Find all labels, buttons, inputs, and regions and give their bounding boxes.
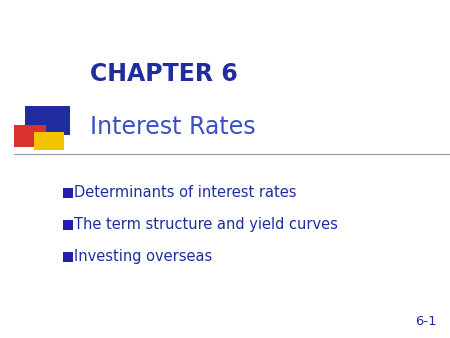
Bar: [63, 252, 73, 262]
Text: 6-1: 6-1: [415, 315, 436, 328]
Bar: [34, 132, 64, 150]
Text: Investing overseas: Investing overseas: [74, 249, 212, 264]
Bar: [63, 188, 73, 198]
Bar: [25, 106, 70, 135]
Text: Interest Rates: Interest Rates: [90, 115, 256, 139]
Bar: [14, 125, 46, 147]
Text: The term structure and yield curves: The term structure and yield curves: [74, 217, 338, 232]
Text: CHAPTER 6: CHAPTER 6: [90, 62, 238, 87]
Bar: [63, 220, 73, 230]
Text: Determinants of interest rates: Determinants of interest rates: [74, 185, 297, 200]
